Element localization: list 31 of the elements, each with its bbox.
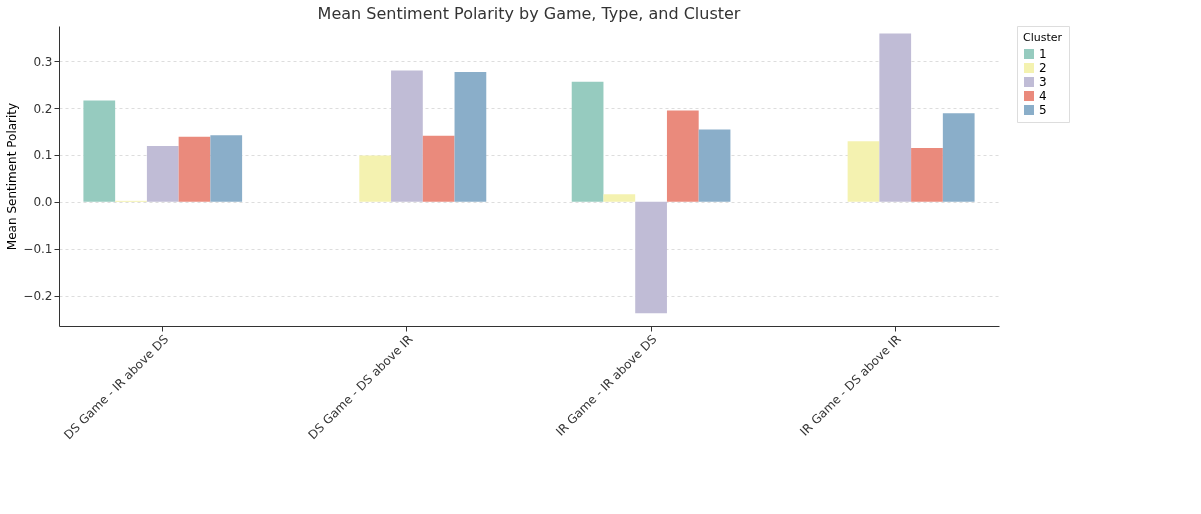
y-tick-label: 0.3 — [33, 54, 53, 69]
bar — [698, 129, 731, 202]
bar — [847, 141, 880, 202]
legend-label: 1 — [1039, 47, 1047, 61]
bar — [942, 113, 975, 202]
bar — [879, 33, 912, 202]
bar — [454, 71, 487, 202]
y-tick-label: 0.1 — [33, 148, 53, 163]
bar — [83, 100, 116, 202]
bar — [359, 155, 392, 202]
y-tick-label: −0.1 — [23, 242, 53, 257]
y-tick-label: 0.2 — [33, 101, 53, 116]
bar — [666, 110, 699, 202]
y-axis-title: Mean Sentiment Polarity — [5, 102, 20, 251]
bar — [391, 70, 423, 202]
chart-title: Mean Sentiment Polarity by Game, Type, and Cluster — [317, 3, 741, 23]
y-tick-label: 0.0 — [33, 195, 53, 210]
legend-label: 3 — [1039, 75, 1047, 89]
legend-title: Cluster — [1023, 31, 1063, 44]
bar — [635, 201, 667, 314]
bar — [571, 81, 604, 202]
bar — [146, 146, 179, 202]
bar — [210, 135, 243, 202]
y-tick-label: −0.2 — [23, 289, 53, 304]
legend-label: 5 — [1039, 103, 1047, 117]
bar — [422, 135, 455, 202]
legend-label: 2 — [1039, 61, 1047, 75]
legend-label: 4 — [1039, 89, 1047, 103]
bar — [178, 136, 211, 202]
bar — [603, 194, 636, 202]
bar — [911, 147, 943, 202]
